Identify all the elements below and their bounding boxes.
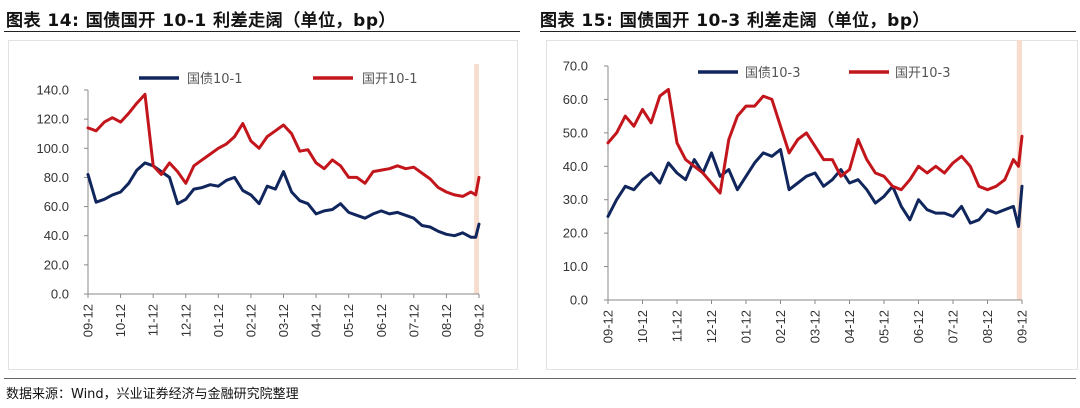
- c15-x-tick-label: 10-12: [635, 310, 650, 343]
- c14-y-tick-label: 120.0: [36, 112, 69, 127]
- c15-y-tick-label: 30.0: [563, 192, 588, 207]
- c15-x-tick-label: 05-12: [877, 310, 892, 343]
- c14-y-tick-label: 80.0: [44, 170, 69, 185]
- c14-x-tick-label: 02-12: [243, 304, 258, 337]
- c15-plot: 0.0 10.0 20.0 30.0 40.0 50.0 60.0 70.0 09-12 10-1…: [563, 40, 1030, 343]
- c14-x-tick-label: 08-12: [439, 304, 454, 337]
- chart-14-title: 图表 14: 国债国开 10-1 利差走阔（单位，bp）: [6, 11, 397, 31]
- c15-series-line-2: [606, 87, 1024, 195]
- c15-x-tick-label: 08-12: [980, 310, 995, 343]
- c15-series-line-1: [606, 148, 1024, 228]
- c14-y-tick-label: 60.0: [44, 199, 69, 214]
- c14-y-tick-label: 0.0: [51, 287, 69, 302]
- c15-x-tick-label: 12-12: [704, 310, 719, 343]
- c15-y-tick-label: 60.0: [563, 92, 588, 107]
- c14-y-tick-label: 100.0: [36, 141, 69, 156]
- c15-legend-label-2: 国开10-3: [895, 66, 951, 81]
- c15-x-tick-label: 03-12: [808, 310, 823, 343]
- chart-14-title-rule: [4, 31, 520, 32]
- chart-14-frame: [8, 40, 518, 370]
- c14-x-tick-label: 05-12: [341, 304, 356, 337]
- c15-y-tick-label: 10.0: [563, 259, 588, 274]
- c14-x-tick-label: 03-12: [276, 304, 291, 337]
- c15-x-tick-label: 07-12: [946, 310, 961, 343]
- chart-15-frame: [546, 40, 1078, 370]
- c15-y-tick-label: 40.0: [563, 159, 588, 174]
- c15-x-tick-label: 04-12: [842, 310, 857, 343]
- c15-x-tick-label: 11-12: [670, 310, 685, 342]
- c14-x-tick-label: 09-12: [81, 304, 96, 337]
- c14-x-tick-label: 10-12: [113, 304, 128, 337]
- c15-x-tick-label: 09-12: [1015, 310, 1030, 343]
- c15-x-tick-label: 09-12: [601, 310, 616, 343]
- c14-series-line-1: [86, 161, 481, 239]
- c14-y-tick-label: 40.0: [44, 228, 69, 243]
- c14-x-tick-label: 12-12: [178, 304, 193, 337]
- chart-15-title-rule: [540, 31, 1076, 32]
- c15-y-tick-label: 50.0: [563, 125, 588, 140]
- c15-y-tick-label: 0.0: [570, 293, 588, 308]
- source-rule: [4, 378, 1076, 379]
- c14-series-line-2: [86, 92, 481, 198]
- c14-plot: 0.0 20.0 40.0 60.0 80.0 100.0 120.0 140.0 09-12 1…: [36, 64, 487, 337]
- c14-legend-label-2: 国开10-1: [362, 72, 418, 87]
- source-note: 数据来源：Wind，兴业证券经济与金融研究院整理: [6, 387, 299, 402]
- c15-x-tick-label: 01-12: [739, 310, 754, 343]
- c15-y-tick-label: 70.0: [563, 59, 588, 74]
- c14-legend-label-1: 国债10-1: [187, 72, 243, 87]
- c15-x-tick-label: 06-12: [911, 310, 926, 343]
- c15-y-tick-label: 20.0: [563, 226, 588, 241]
- c15-highlight-band: [1016, 40, 1022, 300]
- c14-highlight-band: [474, 64, 479, 294]
- c14-y-tick-label: 140.0: [36, 83, 69, 98]
- chart-15-title: 图表 15: 国债国开 10-3 利差走阔（单位，bp）: [540, 11, 931, 31]
- c15-legend-label-1: 国债10-3: [745, 66, 801, 81]
- c14-x-tick-label: 06-12: [374, 304, 389, 337]
- c14-x-tick-label: 07-12: [406, 304, 421, 337]
- c14-x-tick-label: 11-12: [146, 304, 161, 336]
- c15-x-tick-label: 02-12: [773, 310, 788, 343]
- c14-x-tick-label: 04-12: [309, 304, 324, 337]
- c14-x-tick-label: 01-12: [211, 304, 226, 337]
- c14-y-tick-label: 20.0: [44, 257, 69, 272]
- c14-x-tick-label: 09-12: [472, 304, 487, 337]
